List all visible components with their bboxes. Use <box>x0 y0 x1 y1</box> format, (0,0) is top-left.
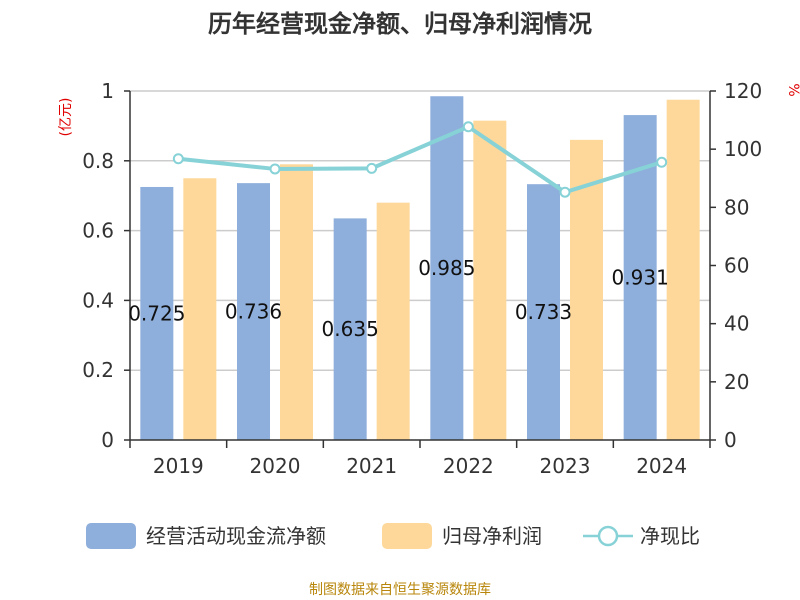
bar-netprofit-2020 <box>280 164 313 441</box>
line-ratio <box>178 124 663 195</box>
right-tick-label: 100 <box>724 137 762 161</box>
data-label-cashflow-2021: 0.635 <box>322 317 379 341</box>
legend-label: 经营活动现金流净额 <box>146 524 326 548</box>
legend-label: 净现比 <box>640 524 700 548</box>
data-label-cashflow-2023: 0.733 <box>515 300 572 324</box>
data-labels-group: 0.725 0.736 0.635 0.985 0.733 0.931 <box>128 256 669 341</box>
legend-label: 归母净利润 <box>442 524 542 548</box>
line-series-group <box>172 121 668 198</box>
legend: 经营活动现金流净额 归母净利润 净现比 <box>86 523 700 549</box>
bar-netprofit-2019 <box>183 178 217 440</box>
point-ratio-2023 <box>559 186 571 198</box>
left-tick-label: 0.8 <box>82 149 114 173</box>
x-tick-label: 2024 <box>636 454 687 478</box>
left-tick-label: 0.6 <box>82 219 114 243</box>
right-tick-label: 120 <box>724 79 762 103</box>
bar-cashflow-2022 <box>430 96 464 441</box>
source-note: 制图数据来自恒生聚源数据库 <box>309 582 491 598</box>
point-ratio-2024 <box>656 156 668 168</box>
bar-netprofit-2021 <box>376 202 410 440</box>
x-tick-label: 2022 <box>443 454 494 478</box>
axes-group: 0 0.2 0.4 0.6 0.8 1 0 20 40 60 80 100 120 2019 2020 202… <box>82 79 762 478</box>
data-label-cashflow-2022: 0.985 <box>418 256 475 280</box>
bar-netprofit-2024 <box>666 99 700 440</box>
bar-cashflow-2021 <box>333 218 367 440</box>
data-label-cashflow-2024: 0.931 <box>612 266 669 290</box>
bar-cashflow-2019 <box>140 186 174 440</box>
data-label-cashflow-2019: 0.725 <box>128 301 185 325</box>
left-tick-label: 1 <box>101 79 114 103</box>
x-tick-label: 2019 <box>153 454 204 478</box>
x-tick-label: 2020 <box>250 454 301 478</box>
right-tick-label: 80 <box>724 195 749 219</box>
data-label-cashflow-2020: 0.736 <box>225 300 282 324</box>
bar-cashflow-2023 <box>527 184 560 440</box>
right-tick-label: 0 <box>724 428 737 452</box>
grid-lines <box>130 90 710 371</box>
point-ratio-2021 <box>366 162 378 174</box>
point-ratio-2020 <box>269 163 281 175</box>
left-tick-label: 0.2 <box>82 358 114 382</box>
left-tick-label: 0.4 <box>82 288 114 312</box>
x-tick-label: 2021 <box>346 454 397 478</box>
bar-cashflow-2020 <box>237 183 270 441</box>
bar-series-group <box>140 96 700 441</box>
x-tick-label: 2023 <box>540 454 591 478</box>
right-tick-label: 20 <box>724 370 749 394</box>
point-ratio-2019 <box>172 153 184 165</box>
point-ratio-2022 <box>462 121 474 133</box>
legend-swatch-0 <box>86 523 136 549</box>
legend-swatch-1 <box>382 523 432 549</box>
right-axis-unit: % <box>785 83 800 96</box>
left-axis-unit: (亿元) <box>58 98 74 137</box>
legend-marker-2 <box>597 525 619 547</box>
right-tick-label: 60 <box>724 254 749 278</box>
bar-netprofit-2022 <box>473 120 507 440</box>
right-tick-label: 40 <box>724 312 749 336</box>
chart-title: 历年经营现金净额、归母净利润情况 <box>208 10 592 38</box>
left-tick-label: 0 <box>101 428 114 452</box>
